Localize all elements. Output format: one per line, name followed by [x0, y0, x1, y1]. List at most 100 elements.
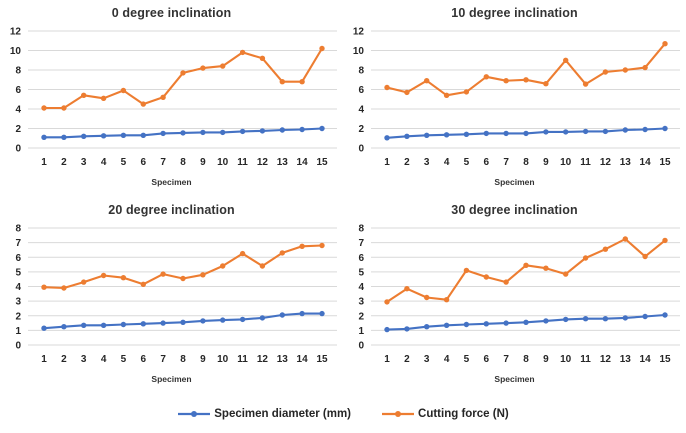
svg-text:3: 3: [423, 157, 429, 168]
svg-text:8: 8: [358, 66, 364, 77]
svg-text:10: 10: [217, 354, 229, 365]
svg-text:1: 1: [41, 157, 47, 168]
svg-text:15: 15: [316, 354, 328, 365]
chart-title: 30 degree inclination: [451, 203, 578, 217]
svg-text:9: 9: [200, 354, 206, 365]
svg-text:8: 8: [15, 224, 21, 235]
svg-text:6: 6: [15, 253, 21, 264]
svg-text:10: 10: [9, 46, 21, 57]
svg-text:6: 6: [483, 157, 489, 168]
svg-text:8: 8: [523, 157, 529, 168]
svg-text:4: 4: [15, 282, 21, 293]
svg-text:7: 7: [160, 354, 166, 365]
svg-text:7: 7: [15, 238, 21, 249]
svg-text:14: 14: [296, 354, 308, 365]
svg-text:10: 10: [560, 157, 572, 168]
line-marker-glyph: [382, 410, 415, 417]
svg-text:4: 4: [443, 354, 449, 365]
svg-text:7: 7: [160, 157, 166, 168]
svg-text:12: 12: [599, 157, 611, 168]
svg-text:2: 2: [61, 157, 67, 168]
svg-text:4: 4: [358, 282, 364, 293]
chart-plot: 0 2 4 6 8 10 12 1 2 3 4 5 6 7 8 9 10 11 12 13 14 15: [347, 22, 683, 178]
svg-text:5: 5: [463, 157, 469, 168]
svg-text:12: 12: [599, 354, 611, 365]
svg-text:14: 14: [639, 354, 651, 365]
svg-text:8: 8: [180, 157, 186, 168]
svg-text:0: 0: [15, 144, 21, 155]
svg-text:2: 2: [15, 124, 21, 135]
svg-text:5: 5: [463, 354, 469, 365]
svg-text:6: 6: [358, 85, 364, 96]
svg-text:5: 5: [15, 267, 21, 278]
chart-legend: Specimen diameter (mm) Cutting force (N): [0, 394, 686, 433]
svg-text:11: 11: [580, 157, 591, 168]
chart-plot: 0 1 2 3 4 5 6 7 8 1 2 3 4 5 6 7 8 9 10 11 12 13 14 15: [4, 219, 340, 375]
chart-title: 10 degree inclination: [451, 6, 578, 20]
svg-text:8: 8: [180, 354, 186, 365]
svg-text:13: 13: [276, 354, 288, 365]
legend-label: Specimen diameter (mm): [214, 407, 352, 420]
svg-text:13: 13: [276, 157, 288, 168]
svg-text:2: 2: [358, 311, 364, 322]
svg-text:7: 7: [358, 238, 364, 249]
chart-plot: 0 2 4 6 8 10 12 1 2 3 4 5 6 7 8 9 10 11 12 13 14 15: [4, 22, 340, 178]
svg-text:7: 7: [503, 354, 509, 365]
svg-text:3: 3: [80, 354, 86, 365]
svg-text:12: 12: [256, 354, 268, 365]
svg-text:1: 1: [384, 157, 390, 168]
svg-text:3: 3: [423, 354, 429, 365]
svg-text:2: 2: [61, 354, 67, 365]
svg-text:3: 3: [80, 157, 86, 168]
svg-text:1: 1: [41, 354, 47, 365]
svg-text:1: 1: [384, 354, 390, 365]
svg-text:6: 6: [358, 253, 364, 264]
svg-text:6: 6: [15, 85, 21, 96]
x-axis-label: Specimen: [494, 177, 535, 187]
chart-plot: 0 1 2 3 4 5 6 7 8 1 2 3 4 5 6 7 8 9 10 11 12 13 14 15: [347, 219, 683, 375]
x-axis-label: Specimen: [494, 374, 535, 384]
svg-text:9: 9: [543, 354, 549, 365]
svg-text:2: 2: [358, 124, 364, 135]
svg-text:8: 8: [358, 224, 364, 235]
svg-text:7: 7: [503, 157, 509, 168]
svg-text:3: 3: [15, 297, 21, 308]
svg-text:1: 1: [358, 326, 364, 337]
legend-label: Cutting force (N): [418, 407, 509, 420]
svg-text:2: 2: [15, 311, 21, 322]
svg-text:11: 11: [237, 157, 248, 168]
svg-text:4: 4: [15, 105, 21, 116]
svg-text:10: 10: [560, 354, 572, 365]
svg-text:6: 6: [140, 354, 146, 365]
legend-item-cutting-force: Cutting force (N): [381, 408, 509, 420]
svg-text:0: 0: [358, 341, 364, 352]
svg-text:1: 1: [15, 326, 21, 337]
svg-text:14: 14: [296, 157, 308, 168]
svg-text:4: 4: [100, 157, 106, 168]
svg-text:15: 15: [659, 157, 671, 168]
svg-text:0: 0: [358, 144, 364, 155]
svg-text:9: 9: [543, 157, 549, 168]
svg-text:11: 11: [580, 354, 591, 365]
svg-text:13: 13: [619, 354, 631, 365]
svg-text:14: 14: [639, 157, 651, 168]
line-marker-icon: [381, 408, 415, 420]
line-marker-glyph: [178, 410, 211, 417]
svg-text:13: 13: [619, 157, 631, 168]
svg-text:11: 11: [237, 354, 248, 365]
svg-text:5: 5: [120, 157, 126, 168]
svg-text:6: 6: [140, 157, 146, 168]
svg-text:12: 12: [352, 27, 364, 38]
svg-text:10: 10: [352, 46, 364, 57]
svg-text:10: 10: [217, 157, 229, 168]
svg-text:15: 15: [316, 157, 328, 168]
svg-text:3: 3: [358, 297, 364, 308]
chart-title: 20 degree inclination: [108, 203, 235, 217]
legend-item-specimen-diameter: Specimen diameter (mm): [177, 408, 351, 420]
